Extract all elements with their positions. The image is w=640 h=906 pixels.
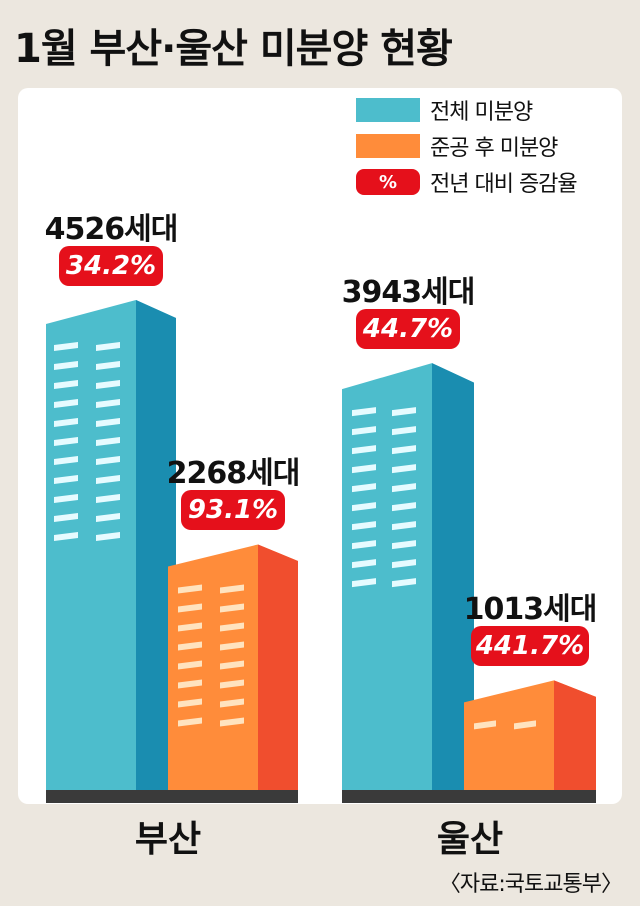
bar-window [220, 679, 244, 689]
value-label-completed-ulsan: 1013세대 [463, 592, 598, 628]
bar-window [220, 660, 244, 670]
bar-window [220, 603, 244, 613]
bar-window [352, 578, 376, 588]
bar-window [352, 445, 376, 455]
bar-window [392, 578, 416, 588]
legend-swatch-pct: % [356, 169, 420, 195]
bar-window [54, 513, 78, 522]
bar-window [96, 513, 120, 522]
bar-window [96, 342, 120, 351]
bar-side-total-ulsan [432, 363, 474, 790]
bar-window [178, 679, 202, 689]
bar-window [352, 464, 376, 474]
bar-window [352, 559, 376, 569]
value-label-total-ulsan: 3943세대 [341, 275, 476, 311]
bar-window [514, 720, 536, 730]
category-label-ulsan: 울산 [436, 819, 504, 860]
bar-window [54, 342, 78, 351]
bar-window [352, 407, 376, 417]
bar-window [220, 622, 244, 632]
value-label-total-busan: 4526세대 [44, 212, 179, 247]
value-label-completed-busan: 2268세대 [166, 456, 301, 492]
base-strip-busan [46, 790, 298, 803]
legend-label-completed: 준공 후 미분양 [430, 136, 558, 161]
category-label-busan: 부산 [134, 819, 202, 860]
bar-window [178, 603, 202, 613]
bar-side-total-busan [136, 300, 176, 790]
chart-title: 1월 부산·울산 미분양 현황 [14, 26, 453, 72]
bar-total-ulsan [342, 363, 474, 790]
bar-side-completed-busan [258, 544, 298, 790]
bar-window [96, 456, 120, 465]
bar-window [392, 426, 416, 436]
pct-badge-total-busan: 34.2% [59, 246, 163, 286]
bar-window [392, 483, 416, 493]
pct-badge-completed-busan: 93.1% [181, 490, 285, 531]
legend: 전체 미분양 준공 후 미분양 % 전년 대비 증감율 [356, 94, 578, 202]
bar-window [54, 399, 78, 408]
bar-window [54, 437, 78, 446]
source-note: 〈자료:국토교통부〉 [438, 872, 623, 897]
legend-swatch-completed [356, 134, 420, 158]
bar-window [392, 464, 416, 474]
bar-window [54, 532, 78, 541]
bar-window [54, 380, 78, 389]
pct-badge-completed-ulsan: 441.7% [471, 626, 589, 667]
bar-window [178, 717, 202, 727]
bar-window [352, 502, 376, 512]
bar-window [96, 361, 120, 370]
bar-window [178, 584, 202, 594]
bar-window [352, 540, 376, 550]
bar-window [178, 641, 202, 651]
legend-item-total: 전체 미분양 [356, 94, 577, 126]
bar-window [54, 361, 78, 370]
legend-swatch-total [356, 98, 420, 122]
chart-bars-layer [46, 300, 596, 790]
bar-window [352, 521, 376, 531]
bar-window [96, 380, 120, 389]
bar-window [178, 660, 202, 670]
bar-window [392, 540, 416, 550]
bar-window [220, 698, 244, 708]
bar-window [54, 475, 78, 484]
bar-window [54, 494, 78, 503]
bar-window [352, 483, 376, 493]
bar-window [392, 521, 416, 531]
legend-item-pct: % 전년 대비 증감율 [356, 166, 578, 198]
bar-window [96, 418, 120, 427]
bar-window [96, 532, 120, 541]
bar-window [352, 426, 376, 436]
bar-side-completed-ulsan [554, 680, 596, 790]
legend-label-total: 전체 미분양 [430, 100, 533, 125]
bar-window [96, 475, 120, 484]
bar-window [96, 399, 120, 408]
bar-window [392, 559, 416, 569]
bar-window [54, 418, 78, 427]
chart-base-layer [46, 790, 596, 803]
bar-total-busan [46, 300, 176, 790]
bar-window [220, 641, 244, 651]
legend-item-completed: 준공 후 미분양 [356, 130, 577, 162]
bar-window [392, 502, 416, 512]
bar-window [392, 407, 416, 417]
bar-window [474, 720, 496, 730]
bar-window [178, 698, 202, 708]
bar-window [54, 456, 78, 465]
base-strip-ulsan [342, 790, 596, 803]
bar-window [178, 622, 202, 632]
bar-window [220, 584, 244, 594]
bar-window [96, 494, 120, 503]
bar-window [392, 445, 416, 455]
pct-badge-total-ulsan: 44.7% [356, 309, 460, 350]
bar-completed-ulsan [464, 680, 596, 790]
legend-label-pct: 전년 대비 증감율 [430, 172, 578, 197]
bar-window [220, 717, 244, 727]
bar-window [96, 437, 120, 446]
bar-completed-busan [168, 544, 298, 790]
